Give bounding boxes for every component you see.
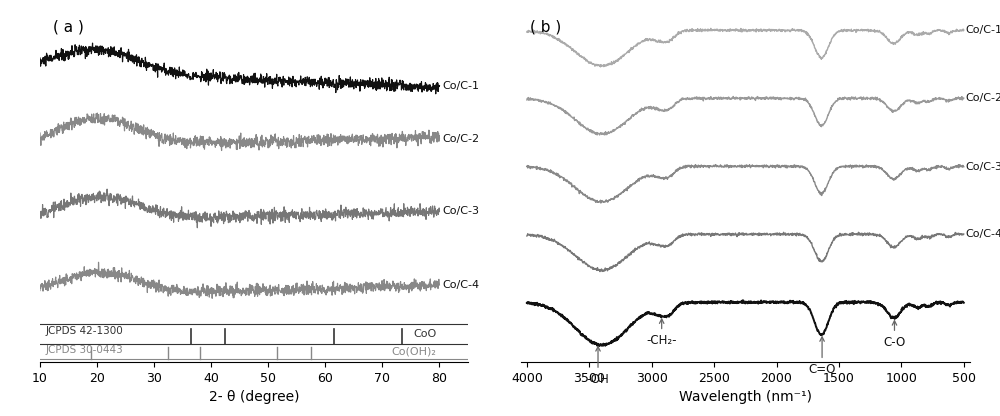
X-axis label: 2- θ (degree): 2- θ (degree) (209, 390, 299, 404)
X-axis label: Wavelength (nm⁻¹): Wavelength (nm⁻¹) (679, 390, 812, 404)
Text: CoO: CoO (413, 329, 437, 339)
Text: Co(OH)₂: Co(OH)₂ (392, 346, 437, 356)
Text: C-O: C-O (883, 321, 906, 349)
Text: Co/C-3: Co/C-3 (965, 162, 1000, 172)
Text: Co/C-4: Co/C-4 (965, 229, 1000, 239)
Text: ( b ): ( b ) (530, 20, 561, 35)
Text: ( a ): ( a ) (53, 20, 84, 35)
Text: C=O: C=O (808, 337, 836, 376)
Text: Co/C-3: Co/C-3 (442, 206, 479, 216)
Text: Co/C-2: Co/C-2 (965, 93, 1000, 103)
Text: -CH₂-: -CH₂- (646, 319, 677, 347)
Text: Co/C-1: Co/C-1 (965, 25, 1000, 35)
Text: JCPDS 30-0443: JCPDS 30-0443 (46, 345, 123, 355)
Text: Co/C-2: Co/C-2 (442, 134, 479, 144)
Text: Co/C-1: Co/C-1 (442, 81, 479, 91)
Text: JCPDS 42-1300: JCPDS 42-1300 (46, 327, 123, 337)
Text: Co/C-4: Co/C-4 (442, 280, 479, 290)
Text: -OH: -OH (587, 347, 609, 386)
